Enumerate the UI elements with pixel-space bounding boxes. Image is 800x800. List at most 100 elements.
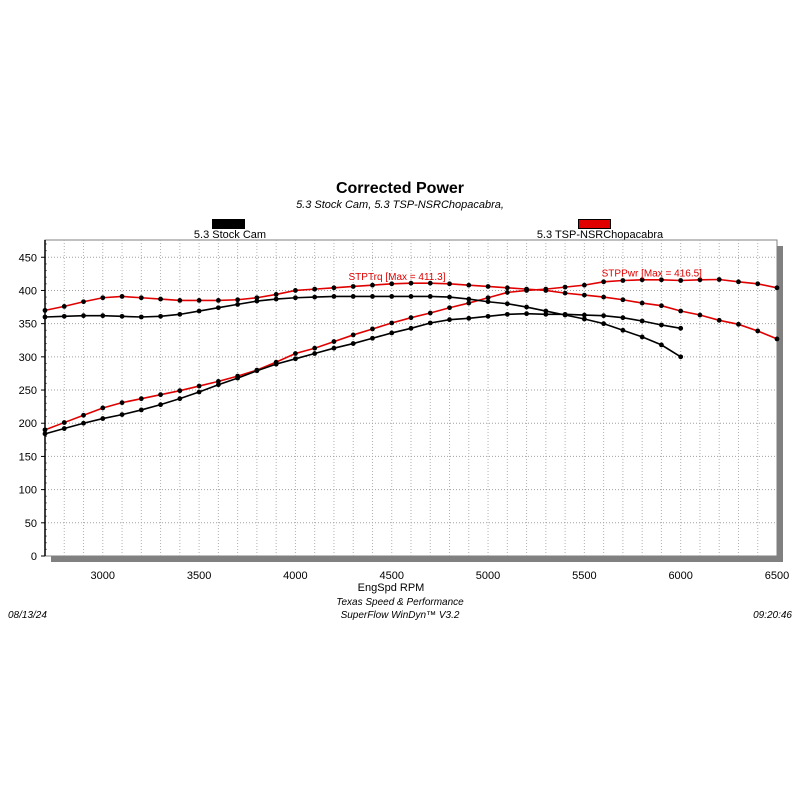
y-tick-label: 50 [25,518,37,530]
data-point [293,351,298,356]
data-point [408,294,414,299]
data-point [350,332,356,338]
data-point [639,334,645,340]
data-point [312,351,318,356]
data-point [389,294,395,299]
data-point [215,305,221,311]
data-point [774,285,780,291]
data-point [100,405,106,411]
data-point [755,281,761,287]
data-point [312,294,318,300]
data-point [562,290,568,296]
data-point [61,313,67,319]
data-point [485,313,491,319]
data-point [601,321,607,327]
data-point [408,315,414,321]
data-point [331,339,337,344]
data-point [215,382,221,388]
data-point [620,327,626,333]
data-point [273,292,279,297]
data-point [601,313,607,319]
data-point [427,280,433,286]
data-point [81,420,86,426]
data-point [312,286,318,292]
chart-title: Corrected Power [335,180,465,197]
data-point [119,294,125,299]
data-point [177,396,183,402]
data-point [273,296,279,302]
data-point [370,326,375,332]
legend-swatch-tsp [578,219,611,229]
data-point [350,294,356,299]
data-point [697,312,703,318]
data-point [427,310,433,316]
data-point [350,341,356,346]
data-point [42,307,48,313]
data-point [331,294,337,299]
footer-date: 08/13/24 [8,610,47,621]
data-point [215,379,221,384]
series-line-3 [44,312,681,435]
data-point [158,313,163,319]
data-point [736,279,741,285]
data-point [678,354,684,360]
data-point [235,297,241,303]
series-line-2 [44,295,682,358]
legend-label-stock: 5.3 Stock Cam [193,229,267,241]
data-point [504,301,510,307]
data-point [81,412,86,418]
data-point [504,285,510,291]
data-point [736,321,741,327]
y-tick-label: 400 [19,285,37,297]
data-point [427,320,433,326]
data-point [235,301,241,307]
data-point [581,292,587,298]
data-point [543,308,549,314]
footer-time: 09:20:46 [753,610,792,621]
data-point [196,389,202,395]
data-point [755,328,761,334]
data-point [138,396,144,402]
x-tick-label: 3500 [187,570,211,582]
data-point [447,294,452,300]
data-point [466,296,472,302]
footer-company: Texas Speed & Performance [336,597,464,608]
y-tick-label: 300 [19,352,37,364]
data-point [119,400,125,406]
data-point [659,322,664,328]
data-point [447,281,452,287]
data-point [177,298,183,303]
data-point [331,345,337,351]
data-point [524,304,529,310]
data-point [485,295,491,301]
x-tick-label: 4000 [283,570,307,582]
x-tick-label: 6000 [668,570,692,582]
data-point [293,295,298,301]
data-point [293,288,298,293]
x-tick-label: 6500 [765,570,789,582]
data-point [138,295,144,301]
y-tick-label: 450 [19,252,37,264]
legend-swatch-stock [212,219,245,229]
torque-max-annotation: STPTrq [Max = 411.3] [349,272,446,283]
data-point [61,426,67,431]
data-point [331,285,337,291]
x-tick-label: 5000 [476,570,500,582]
data-point [177,311,183,317]
data-point [697,277,703,283]
data-point [100,313,106,319]
data-point [158,296,163,302]
data-point [42,431,48,437]
data-point [100,416,106,421]
data-point [543,311,549,317]
plot-area [44,239,778,557]
data-point [678,325,684,331]
data-point [543,286,549,292]
data-point [119,313,125,319]
data-point [196,298,202,303]
x-tick-label: 5500 [572,570,596,582]
y-tick-label: 350 [19,319,37,331]
y-tick-label: 200 [19,418,37,430]
data-point [427,294,433,299]
data-point [235,375,241,381]
